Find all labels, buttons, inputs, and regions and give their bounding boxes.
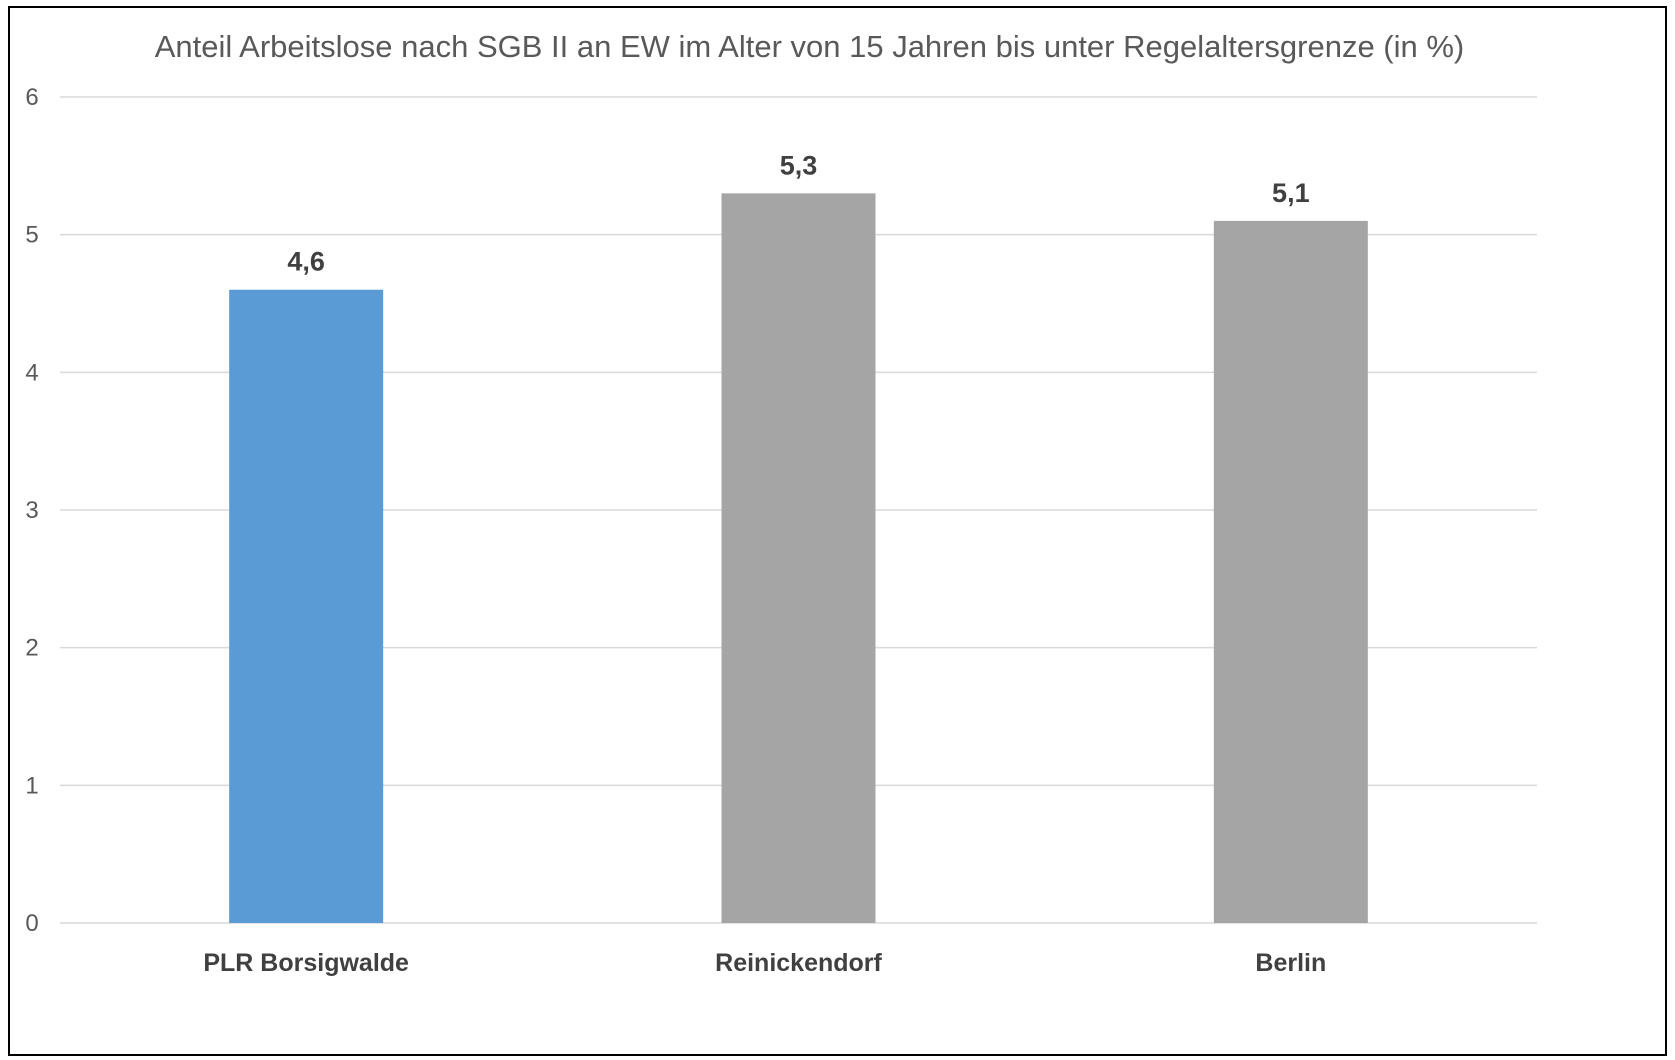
bar-chart: Anteil Arbeitslose nach SGB II an EW im … [25,29,1537,977]
bars [229,193,1368,923]
x-tick-label: Berlin [1255,949,1326,977]
y-tick-label: 4 [25,359,38,386]
data-label: 5,1 [1272,178,1310,208]
y-tick-label: 3 [25,497,38,524]
chart-title: Anteil Arbeitslose nach SGB II an EW im … [155,29,1465,64]
y-axis-ticks: 0 1 2 3 4 5 6 [25,84,38,937]
y-tick-label: 0 [25,910,38,937]
y-tick-label: 5 [25,222,38,249]
data-labels: 4,6 5,3 5,1 [287,150,1309,276]
x-axis-ticks: PLR Borsigwalde Reinickendorf Berlin [203,949,1326,977]
bar [721,193,876,923]
x-tick-label: PLR Borsigwalde [203,949,409,977]
data-label: 5,3 [780,150,818,180]
y-tick-label: 6 [25,84,38,111]
bar [1213,220,1368,923]
chart-frame: Anteil Arbeitslose nach SGB II an EW im … [8,6,1667,1056]
y-tick-label: 2 [25,635,38,662]
x-tick-label: Reinickendorf [715,949,882,977]
data-label: 4,6 [287,247,325,277]
y-tick-label: 1 [25,772,38,799]
bar [229,289,384,923]
